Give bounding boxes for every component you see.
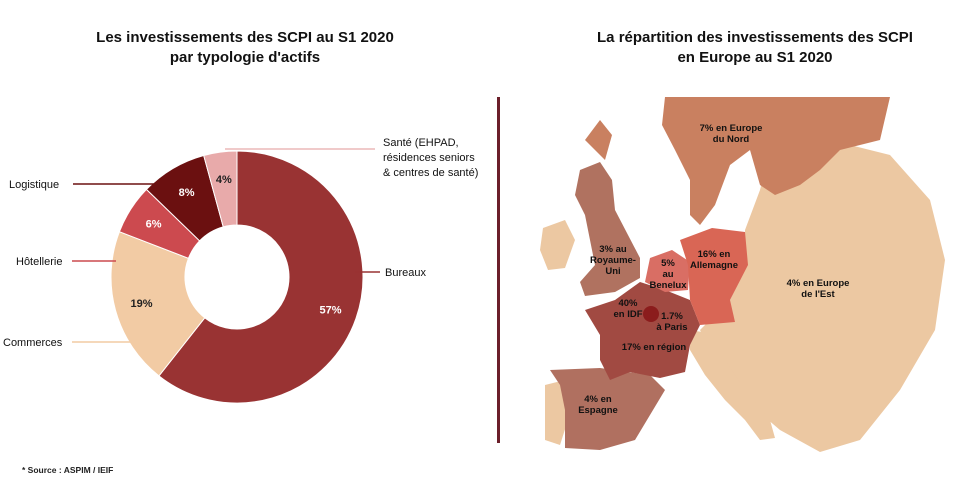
right-title-line2: en Europe au S1 2020 xyxy=(677,49,833,66)
region-royaume-uni xyxy=(575,162,640,296)
left-chart-title: Les investissements des SCPI au S1 2020 … xyxy=(40,28,450,68)
donut-label-santé: 4% xyxy=(216,174,232,186)
source-note: * Source : ASPIM / IEIF xyxy=(22,465,114,475)
region-france xyxy=(585,282,700,380)
region-irlande xyxy=(540,220,575,270)
callout-label-sante-2: résidences seniors xyxy=(383,152,475,164)
region-europe-nord-extra xyxy=(585,120,612,160)
europe-map xyxy=(540,97,945,452)
map-label-espagne: 4% en Espagne xyxy=(578,394,618,416)
right-title-line1: La répartition des investissements des S… xyxy=(597,29,913,46)
donut-label-hôtellerie: 6% xyxy=(146,219,162,231)
callout-label-bureaux: Bureaux xyxy=(385,267,426,279)
donut-chart xyxy=(110,150,364,404)
map-label-benelux: 5% au Benelux xyxy=(650,258,688,291)
donut-labels: 57% 19% 6% 8% 4% xyxy=(131,174,342,317)
donut-callouts: Logistique Hôtellerie Commerces Bureaux … xyxy=(3,137,478,349)
left-title-line2: par typologie d'actifs xyxy=(169,49,321,66)
map-label-europe-de-l-est: 4% en Europe de l'Est xyxy=(787,278,850,300)
right-chart-title: La répartition des investissements des S… xyxy=(545,28,965,68)
map-label-allemagne: 16% en Allemagne xyxy=(690,249,738,271)
map-label-france-r-gion: 17% en région xyxy=(622,342,687,353)
callout-label-logistique: Logistique xyxy=(9,179,59,191)
region-europe-est xyxy=(700,140,945,452)
map-label-paris: 1.7% à Paris xyxy=(656,311,687,333)
callout-label-commerces: Commerces xyxy=(3,337,63,349)
callout-label-sante-1: Santé (EHPAD, xyxy=(383,137,459,149)
region-europe-nord xyxy=(662,97,890,225)
map-labels: 7% en Europe du Nord 3% au Royaume-Uni 5% au B… xyxy=(578,123,849,416)
callout-label-hotellerie: Hôtellerie xyxy=(16,256,62,268)
region-idf-marker xyxy=(643,306,659,322)
left-title-line1: Les investissements des SCPI au S1 2020 xyxy=(96,29,394,46)
donut-hole xyxy=(185,225,289,329)
region-italie xyxy=(690,330,775,440)
vertical-divider xyxy=(497,97,500,443)
map-label-idf: 40% en IDF xyxy=(613,298,642,320)
map-label-europe-du-nord: 7% en Europe du Nord xyxy=(700,123,763,145)
region-benelux xyxy=(645,250,690,292)
donut-label-commerces: 19% xyxy=(131,298,153,310)
donut-label-logistique: 8% xyxy=(179,187,195,199)
region-allemagne xyxy=(680,228,748,325)
region-espagne xyxy=(550,368,665,450)
callout-label-sante-3: & centres de santé) xyxy=(383,167,478,179)
map-label-royaume-uni: 3% au Royaume-Uni xyxy=(590,244,636,277)
donut-label-bureaux: 57% xyxy=(320,304,342,316)
